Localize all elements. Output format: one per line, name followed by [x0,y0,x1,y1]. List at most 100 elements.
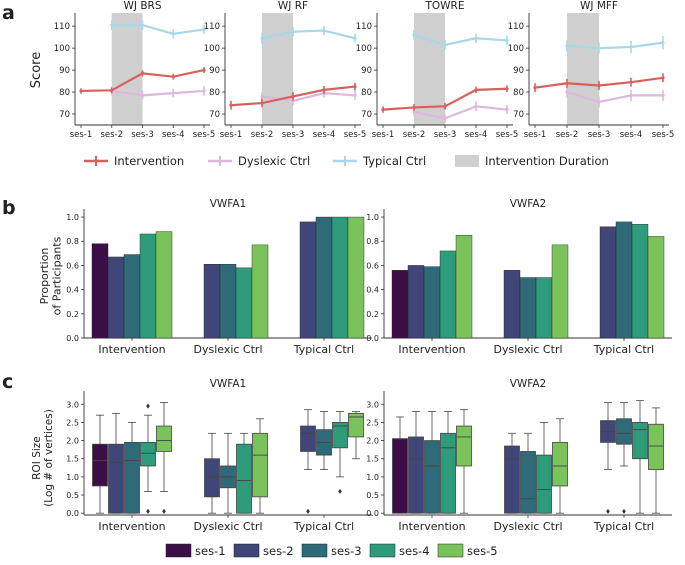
y-tick-label: 90 [59,66,70,76]
bar-intervention-ses-1 [91,243,109,339]
box-intervention-ses-5 [456,409,472,514]
box-intervention-ses-3 [424,411,440,514]
bar-dyslexic-ctrl-ses-5 [251,244,269,339]
legend-item-intervention: Intervention [84,154,184,168]
legend-swatch [233,543,260,558]
legend-item-dyslexic-ctrl: Dyslexic Ctrl [208,154,310,168]
box-subplot-vwfa1: VWFA1 0.0 0.5 1.0 1.5 2.0 2.5 3.0 Intervention Dy… [66,378,372,533]
data-point [381,108,385,112]
box-intervention-ses-2 [108,412,124,514]
series-line [566,91,663,104]
y-tick-label: 80 [59,88,70,98]
series-line [111,89,205,97]
data-point [110,23,114,27]
box-subplot-vwfa2: VWFA2 0.0 0.5 1.0 1.5 2.0 2.5 3.0 Intervention Dy… [366,378,672,533]
bar-typical-ctrl-ses-2 [299,221,317,339]
session-legend: ses-1 ses-2 ses-3 ses-4 ses-5 [165,543,498,558]
data-point [322,88,326,92]
box-typical-ctrl-ses-4 [332,411,348,494]
intervention-duration-band [262,13,293,125]
data-point [260,36,264,40]
panel-letter-a: a [2,2,15,24]
bar-typical-ctrl-ses-4 [631,224,649,339]
data-point [597,46,601,50]
y-tick-label: 110 [204,22,220,32]
category-label: Intervention [398,343,465,356]
subplot-title: WJ BRS [124,0,162,12]
bar-intervention-ses-3 [123,254,141,339]
series-typical-ctrl [110,20,206,39]
category-label: Typical Ctrl [293,520,354,533]
legend-item-typical-ctrl: Typical Ctrl [333,154,426,168]
data-point [443,116,447,121]
box-iqr [156,425,172,452]
y-tick-label: 0.0 [366,509,379,518]
data-point [474,88,478,92]
panel-c-box-plots: ROI Size(Log # of vertices) VWFA1 0.0 0.5 1.… [31,378,672,533]
data-point [629,45,633,49]
box-iqr [424,440,440,514]
box-dyslexic-ctrl-ses-3 [220,432,236,514]
box-iqr [300,425,316,452]
bar-dyslexic-ctrl-ses-5 [551,244,569,339]
outlier-point [162,508,166,514]
box-iqr [504,445,520,514]
panel-a-legend: Intervention Dyslexic Ctrl Typical Ctrl Int… [84,154,609,168]
bar-dyslexic-ctrl-ses-3 [219,264,237,339]
series-intervention [381,85,509,113]
legend-item-intervention-duration: Intervention Duration [455,154,609,168]
box-typical-ctrl-ses-2 [600,402,616,514]
category-label: Typical Ctrl [293,343,354,356]
box-iqr [236,443,252,514]
y-tick-label: 100 [508,44,524,54]
series-line [413,33,508,46]
bar-typical-ctrl-ses-2 [599,226,617,339]
panel-c-ylabel: ROI Size(Log # of vertices) [31,409,55,507]
x-tick-label: ses-1 [220,130,243,140]
panel-b-bar-charts: Proportionof Participants VWFA1 0.0 0.2 0.4 0… [38,198,672,356]
data-point [260,94,264,99]
data-point [443,104,447,108]
y-tick-label: 1.0 [66,213,79,222]
x-tick-label: ses-4 [620,130,643,140]
data-point [202,89,206,93]
y-tick-label: 1.0 [366,473,379,482]
y-tick-label: 70 [59,110,70,120]
y-tick-label: 110 [356,22,372,32]
box-intervention-ses-1 [92,414,108,514]
y-tick-label: 0.4 [66,286,79,295]
y-tick-label: 0.6 [366,261,379,270]
x-tick-label: ses-3 [434,130,457,140]
data-point [661,76,665,80]
x-tick-label: ses-5 [652,130,675,140]
intervention-duration-band [567,13,599,125]
y-tick-label: 100 [54,44,70,54]
y-tick-label: 3.0 [66,400,79,409]
y-tick-label: 70 [209,110,220,120]
x-tick-label: ses-5 [344,130,367,140]
subplot-title: WJ MFF [580,0,618,12]
bar-typical-ctrl-ses-3 [615,221,633,339]
box-iqr [124,441,140,514]
category-label: Dyslexic Ctrl [493,520,562,533]
x-tick-label: ses-3 [282,130,305,140]
box-iqr [616,418,632,445]
box-dyslexic-ctrl-ses-2 [204,432,220,514]
data-point [597,83,601,88]
legend-label: Dyslexic Ctrl [238,154,310,168]
data-point [629,80,633,84]
box-iqr [332,422,348,449]
legend-label: Typical Ctrl [362,154,426,168]
box-typical-ctrl-ses-5 [648,407,664,514]
box-typical-ctrl-ses-4 [632,400,648,514]
y-tick-label: 0.4 [366,286,379,295]
data-point [474,104,478,108]
box-typical-ctrl-ses-5 [348,411,364,460]
category-label: Dyslexic Ctrl [193,520,262,533]
box-dyslexic-ctrl-ses-5 [252,418,268,514]
y-tick-label: 2.0 [366,437,379,446]
category-label: Dyslexic Ctrl [193,343,262,356]
series-line [261,29,356,40]
data-point [171,91,175,95]
